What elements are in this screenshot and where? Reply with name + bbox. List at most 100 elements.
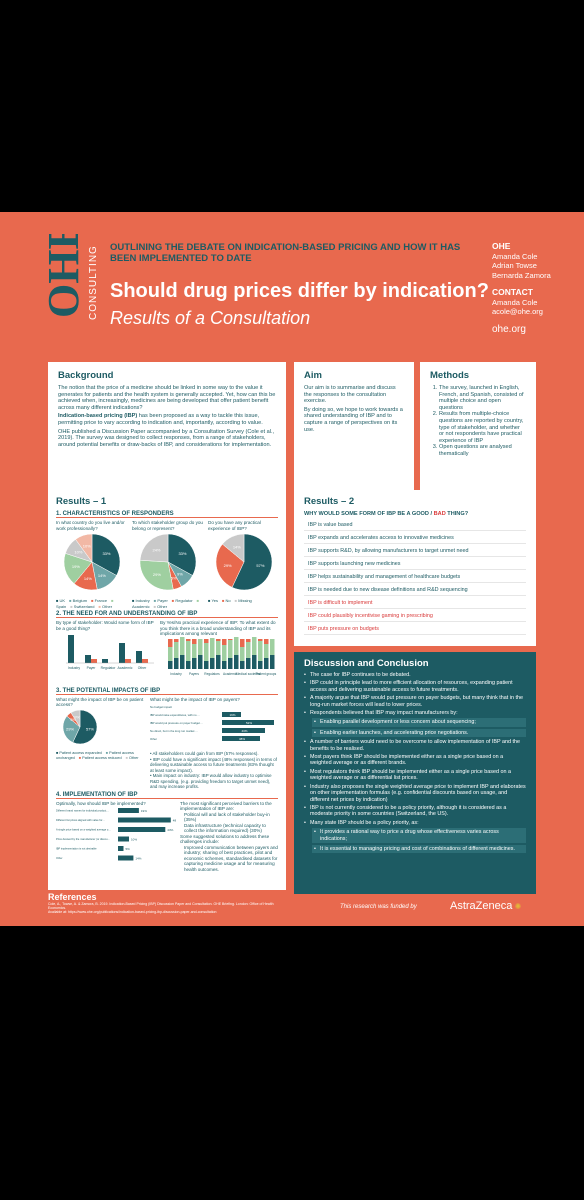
stacked-bar-segment <box>192 657 197 669</box>
stacked-bar-segment <box>174 641 179 658</box>
legend-item: ■ Patient access unchanged <box>56 750 134 761</box>
discussion-title: Discussion and Conclusion <box>304 658 429 669</box>
legend-item: ■ Missing <box>234 598 252 603</box>
legend-item: ■ Other <box>98 603 113 609</box>
payer-bar-label: 38% <box>239 737 245 741</box>
impl-row-label: Different list prices aligned with value… <box>56 818 105 822</box>
patient-access-legend: ■ Patient access expanded ■ Patient acces… <box>56 751 146 762</box>
stacked-bar-segment <box>168 646 173 661</box>
section-3-heading: 3. THE POTENTIAL IMPACTS OF IBP <box>56 688 278 695</box>
payer-bar <box>222 736 260 741</box>
country-chart: In what country do you live and/or work … <box>56 520 128 609</box>
good-reason: IBP supports launching new medicines <box>304 559 526 570</box>
impact-bullet: • Main impact on industry: IBP would all… <box>150 773 272 789</box>
aim-box: Aim Our aim is to summarise and discuss … <box>294 362 414 498</box>
legend-item: ■ Industry <box>132 598 150 603</box>
pie-label: 9% <box>74 714 80 719</box>
implementation-bars: Different brand names for individual pro… <box>56 808 179 861</box>
poster-header: OHE CONSULTING OUTLINING THE DEBATE ON I… <box>0 212 584 342</box>
bar-no <box>91 659 97 663</box>
question-payers: What might be the impact of IBP on payer… <box>150 696 240 702</box>
pie-slice-industry <box>167 533 197 576</box>
impl-bar <box>118 846 124 851</box>
impact-bullet: • All stakeholders could gain from IBP (… <box>150 751 259 756</box>
reference-url[interactable]: Available at: https://www.ohe.org/public… <box>48 910 217 915</box>
stakeholder-pie: 33% 9%5% 29% 24% <box>139 533 197 591</box>
references: References Cole, A., Towse, A. & Zamora,… <box>48 892 286 922</box>
stacked-bar-segment <box>198 654 203 669</box>
barrier-item: Data infrastructure (technical capacity … <box>184 822 266 834</box>
stacked-bar-segment <box>240 638 245 647</box>
stacked-bar-segment <box>246 641 251 658</box>
methods-item: Open questions are analysed thematically <box>439 444 526 457</box>
impact-bullet: • IBP could have a significant impact (4… <box>150 756 277 773</box>
pie-slice-other <box>70 709 81 728</box>
bar-yes <box>85 655 91 663</box>
ibp-term: Indication-based pricing (IBP) <box>58 413 138 420</box>
question-understanding: By Yes/No practical experience of IBP: T… <box>160 620 276 636</box>
results-2-subtitle: WHY WOULD SOME FORM OF IBP BE A GOOD / B… <box>304 511 526 517</box>
barriers-block: The most significant perceived barriers … <box>180 801 278 873</box>
discussion-subitem: It is essential to managing pricing and … <box>312 844 526 854</box>
site-link[interactable]: ohe.org <box>492 323 526 335</box>
stacked-bar-segment <box>258 640 263 661</box>
stacked-bar-segment <box>210 637 215 658</box>
stack-category-label: Patient groups <box>256 672 277 676</box>
stacked-bar-segment <box>222 638 227 645</box>
impl-bar <box>118 855 134 861</box>
stacked-bar-segment <box>246 638 251 642</box>
contact-email[interactable]: acole@ohe.org <box>492 307 543 316</box>
background-p2: Indication-based pricing (IBP) has been … <box>58 413 276 426</box>
stacked-bar-segment <box>264 638 269 644</box>
impl-bar-label: 48% <box>173 819 176 823</box>
pie-label: 10% <box>83 544 91 549</box>
pie-slice-no <box>215 543 245 588</box>
bar-yes <box>102 659 108 663</box>
results-1-title: Results – 1 <box>56 496 107 507</box>
payer-bar-label: 19% <box>229 713 235 717</box>
question-implementation: Optimally, how should IBP be implemented… <box>56 800 146 806</box>
contact-name: Amanda Cole <box>492 297 538 307</box>
ohe-logo: OHE <box>32 220 92 318</box>
legend-item: ■ Payer <box>153 598 168 603</box>
background-p3: OHE published a Discussion Paper accompa… <box>58 428 275 448</box>
impl-bar <box>118 817 171 823</box>
stacked-bar-segment <box>174 638 179 642</box>
impl-row-label: IBP implementation is not desirable <box>56 847 97 851</box>
pie-slice-unchanged <box>62 715 81 743</box>
pie-label: 5% <box>171 575 177 580</box>
good-thing-bars: Industry Payer Regulator Academic Other <box>66 635 154 670</box>
impl-row-label: Other <box>56 856 63 860</box>
stacked-bar-segment <box>174 657 179 669</box>
understanding-chart: By Yes/No practical experience of IBP: T… <box>160 620 278 686</box>
aim-p1: Our aim is to summarise and discuss the … <box>304 385 396 405</box>
impl-row-label: Price devised by the manufacturer (or di… <box>56 837 110 841</box>
ohe-label: OHE <box>492 241 511 251</box>
stacked-bar-segment <box>228 638 233 640</box>
stacked-bar-segment <box>186 660 191 669</box>
funding-note: This research was funded by <box>340 904 540 910</box>
stacked-bar-segment <box>186 638 191 641</box>
impl-bar <box>118 827 166 832</box>
pie-label: 33% <box>178 551 186 556</box>
bar-category-label: Industry <box>68 666 80 670</box>
impl-bar-label: 43% <box>167 828 173 832</box>
pie-label: 33% <box>102 551 110 556</box>
stacked-bar-segment <box>204 642 209 661</box>
impl-bar-label: 10% <box>131 838 137 842</box>
impact-bullets: • All stakeholders could gain from IBP (… <box>150 751 278 790</box>
stakeholder-legend: ■ Industry ■ Payer ■ Regulator ■ Academic ■ … <box>132 598 204 609</box>
legend-item: ■ Belgium <box>69 598 88 603</box>
impl-row-label: Different brand names for individual pro… <box>56 809 109 813</box>
discussion-box: Discussion and Conclusion The case for I… <box>294 652 536 894</box>
stacked-bar-segment <box>168 638 173 647</box>
stacked-bar-segment <box>228 657 233 669</box>
stacked-bar-segment <box>264 657 269 669</box>
bar-category-label: Payer <box>87 666 97 670</box>
pie-label: 57% <box>86 726 94 731</box>
patient-access-chart: What might the impact of IBP be on patie… <box>56 697 146 790</box>
question-experience: Do you have any practical experience of … <box>208 520 261 531</box>
good-reason: IBP expands and accelerates access to in… <box>304 533 526 544</box>
pie-label: 10% <box>74 550 82 555</box>
methods-title: Methods <box>430 370 470 381</box>
